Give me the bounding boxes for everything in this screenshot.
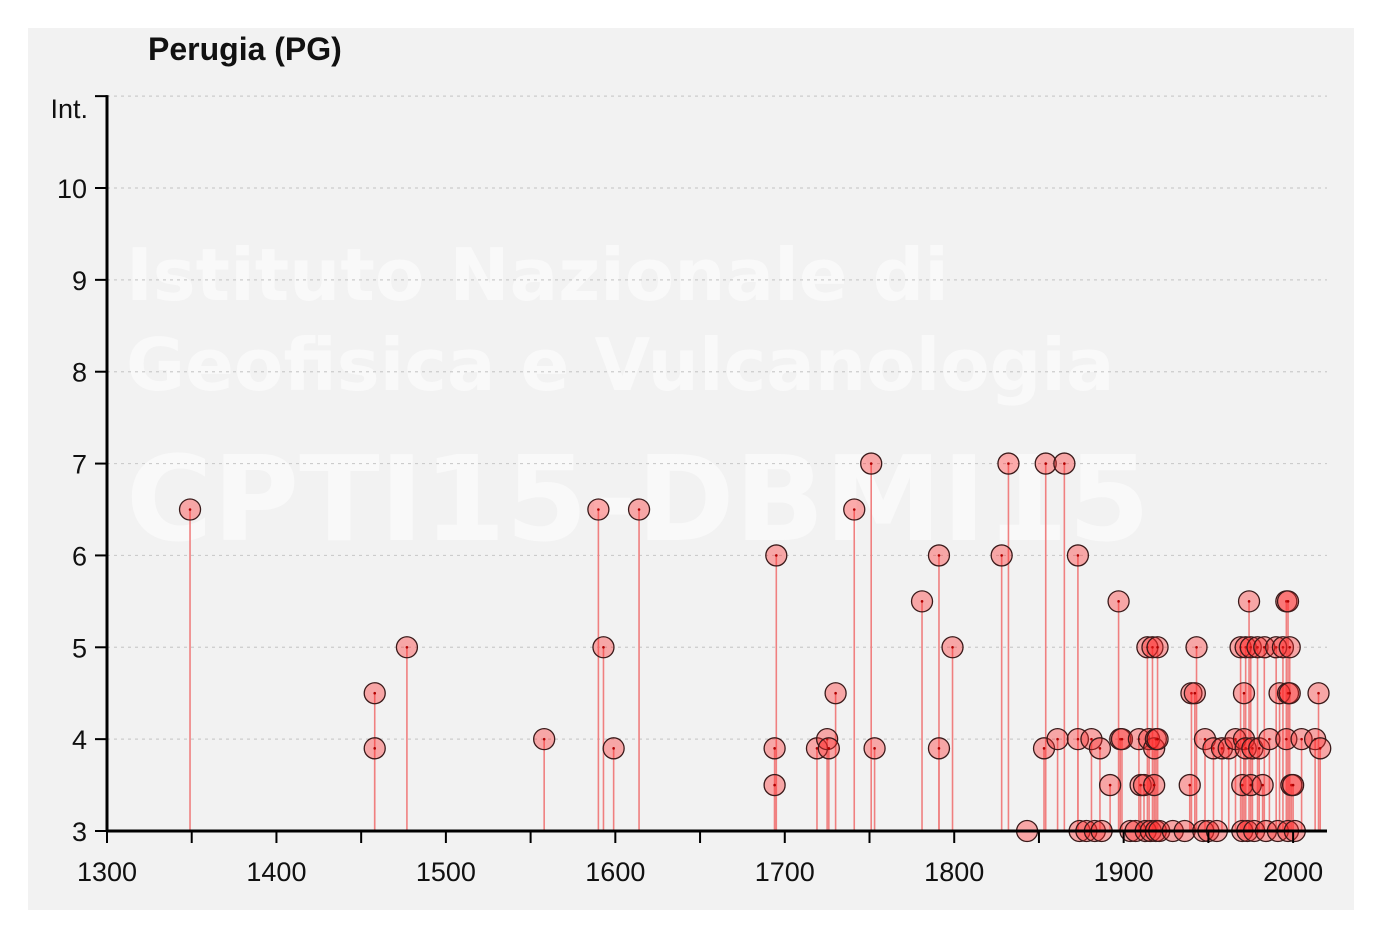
data-point-center <box>773 747 776 750</box>
data-point-center <box>1151 645 1154 649</box>
data-point-center <box>1090 737 1093 741</box>
data-point-center <box>920 600 924 603</box>
data-point-center <box>1076 737 1080 741</box>
data-point-center <box>612 747 615 750</box>
data-point-center <box>1156 737 1159 741</box>
data-point-center <box>542 737 546 741</box>
data-point-center <box>1288 691 1292 695</box>
data-point-center <box>1195 645 1198 649</box>
data-point-center <box>773 783 776 787</box>
data-point-center <box>1203 737 1207 741</box>
y-tick-label: 4 <box>72 725 87 755</box>
y-tick-label: 3 <box>72 817 87 847</box>
data-point-center <box>1108 783 1112 787</box>
x-tick-label: 1700 <box>755 857 815 887</box>
data-point-center <box>1000 554 1003 557</box>
data-point-center <box>1156 645 1159 649</box>
data-point-center <box>827 747 831 750</box>
data-point-center <box>1240 783 1244 787</box>
data-point-center <box>1317 691 1320 695</box>
data-point-center <box>1244 747 1247 750</box>
data-point-center <box>852 508 856 511</box>
data-point-center <box>1212 747 1215 750</box>
data-point-center <box>1188 783 1192 787</box>
data-point-center <box>1117 600 1120 603</box>
data-point-center <box>1261 783 1264 787</box>
y-tick-label: 5 <box>72 633 87 663</box>
chart-title: Perugia (PG) <box>148 31 342 67</box>
y-tick-label: 10 <box>57 174 87 204</box>
data-point-center <box>188 508 192 511</box>
data-point-center <box>1098 747 1102 750</box>
data-point-center <box>1056 737 1059 741</box>
data-point-center <box>1285 737 1288 741</box>
data-point-center <box>1256 645 1259 649</box>
watermark-line: Istituto Nazionale di <box>126 233 949 317</box>
y-tick-label: 7 <box>72 450 87 480</box>
data-point-center <box>1007 462 1010 465</box>
data-point-center <box>1286 600 1290 603</box>
data-point-center <box>1063 462 1066 465</box>
data-point-center <box>1190 691 1193 695</box>
watermark-line: Geofisica e Vulcanologia <box>126 323 1115 407</box>
data-point-center <box>1076 554 1080 557</box>
axes: 3 4 5 6 7 8 9 10 1300 1400 1500 1600 1700 1800 1900 200… <box>57 95 1327 887</box>
data-point-center <box>937 747 941 750</box>
data-point-center <box>1244 645 1247 649</box>
data-point-center <box>1257 747 1261 750</box>
data-point-center <box>637 508 641 511</box>
gridlines <box>107 95 1327 740</box>
data-point-center <box>1152 783 1156 787</box>
x-tick-label: 1300 <box>77 857 137 887</box>
y-tick-label: 9 <box>72 266 87 296</box>
data-point-center <box>873 747 876 750</box>
data-point-center <box>815 747 819 750</box>
data-point-center <box>834 691 837 695</box>
chart-area: Istituto Nazionale di Geofisica e Vulcano… <box>28 28 1354 910</box>
data-point-center <box>775 554 778 557</box>
x-tick-label: 1400 <box>246 857 306 887</box>
data-point-center <box>1300 737 1303 741</box>
data-point-center <box>1291 783 1295 787</box>
data-point-center <box>1318 747 1322 750</box>
data-point-center <box>1139 783 1142 787</box>
data-point-center <box>1044 462 1048 465</box>
data-point-center <box>1281 645 1285 649</box>
data-point-center <box>597 508 600 511</box>
data-point-center <box>1268 737 1271 741</box>
data-point-center <box>1220 747 1224 750</box>
data-point-center <box>405 645 409 649</box>
data-point-center <box>1042 747 1046 750</box>
data-point-center <box>373 691 377 695</box>
data-point-center <box>373 747 377 750</box>
y-tick-label: 6 <box>72 541 87 571</box>
data-point-center <box>1242 691 1246 695</box>
y-axis-label: Int. <box>50 94 88 124</box>
data-point-center <box>602 645 605 649</box>
data-point-center <box>1234 737 1237 741</box>
data-point-center <box>869 462 873 465</box>
data-point-center <box>951 645 954 649</box>
x-tick-label: 1500 <box>416 857 476 887</box>
x-tick-label: 2000 <box>1263 857 1323 887</box>
data-point-center <box>1249 645 1253 649</box>
data-point-center <box>1249 783 1253 787</box>
data-point-center <box>1263 645 1266 649</box>
data-point-center <box>1251 747 1254 750</box>
data-point-center <box>1274 645 1278 649</box>
x-tick-label: 1900 <box>1094 857 1154 887</box>
x-tick-label: 1800 <box>924 857 984 887</box>
data-point-center <box>1120 737 1124 741</box>
x-tick-label: 1600 <box>585 857 645 887</box>
y-tick-label: 8 <box>72 358 87 388</box>
data-point-center <box>1288 645 1292 649</box>
data-point-center <box>1247 600 1251 603</box>
data-point-center <box>937 554 941 557</box>
data-point-center <box>1193 691 1197 695</box>
